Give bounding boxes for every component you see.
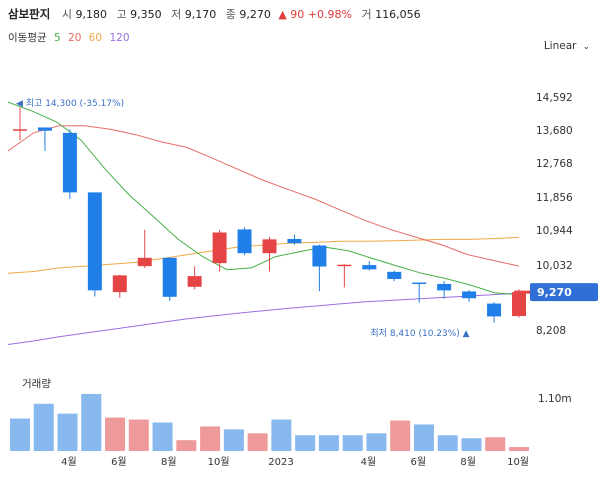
candle-body xyxy=(362,265,377,270)
volume-bar xyxy=(509,447,529,451)
candle-body xyxy=(337,264,352,267)
volume-bar xyxy=(437,435,458,451)
candle-body xyxy=(137,257,152,267)
volume-bar xyxy=(57,413,78,451)
x-tick-label: 2023 xyxy=(268,457,293,468)
change-arrow-icon: ▲ xyxy=(278,8,287,21)
stock-name: 삼보판지 xyxy=(8,7,51,21)
ma-legend-label: 이동평균 xyxy=(8,32,47,44)
volume-title: 거래량 xyxy=(22,378,51,390)
candlesticks xyxy=(13,107,526,323)
volume-bar xyxy=(33,403,54,451)
candle-body xyxy=(487,303,502,317)
y-tick-label: 10,944 xyxy=(536,225,573,237)
volume-bar xyxy=(390,420,411,451)
volume-tick-label: 1.10m xyxy=(538,393,572,405)
candle-body xyxy=(437,283,452,291)
moving-average-lines xyxy=(7,101,520,345)
volume-bar xyxy=(200,426,221,451)
volume-value: 116,056 xyxy=(375,8,421,21)
candle-body xyxy=(187,276,202,287)
candle-body xyxy=(37,127,52,131)
x-tick-label: 8월 xyxy=(161,456,177,468)
candle-body xyxy=(13,129,27,131)
close-value: 9,270 xyxy=(239,8,271,21)
volume-bar xyxy=(105,417,126,451)
chevron-down-icon: ⌄ xyxy=(582,42,590,52)
candle-body xyxy=(112,275,127,293)
volume-bar xyxy=(271,419,292,451)
y-tick-label: 13,680 xyxy=(536,125,573,137)
y-tick-label: 11,856 xyxy=(536,192,573,204)
stock-header: 삼보판지 시 9,180 고 9,350 저 9,170 종 9,270 ▲ 9… xyxy=(8,6,425,22)
volume-bar xyxy=(366,433,387,451)
x-axis: 4월 6월 8월 10월 2023 4월 6월 8월 10월 xyxy=(61,456,529,468)
volume-bar xyxy=(295,435,316,451)
candle-body xyxy=(287,238,302,244)
y-tick-label: 14,592 xyxy=(536,92,573,104)
candle-body xyxy=(237,229,252,254)
candle-body xyxy=(462,291,477,299)
scale-toggle-button[interactable]: Linear ⌄ xyxy=(544,40,590,52)
volume-bar xyxy=(223,429,244,451)
candle-body xyxy=(212,232,227,264)
low-value: 9,170 xyxy=(184,8,217,21)
volume-bar xyxy=(461,438,482,451)
ma20-line xyxy=(7,125,520,267)
ma-legend-5: 5 xyxy=(53,32,61,44)
scale-toggle-label: Linear xyxy=(543,40,577,52)
x-tick-label: 4월 xyxy=(361,456,377,468)
high-label: 고 xyxy=(116,8,127,21)
ma-legend-20: 20 xyxy=(68,32,82,44)
open-value: 9,180 xyxy=(75,8,107,21)
y-tick-label: 10,032 xyxy=(536,260,573,272)
change-value: 90 xyxy=(290,8,305,21)
x-tick-label: 6월 xyxy=(111,456,127,468)
y-axis: 14,592 13,680 12,768 11,856 10,944 10,032 8,20… xyxy=(536,92,573,337)
moving-average-legend[interactable]: 이동평균 5 20 60 120 xyxy=(8,30,134,45)
ma-legend-60: 60 xyxy=(88,32,103,44)
volume-bar xyxy=(318,435,339,451)
y-tick-label: 12,768 xyxy=(536,158,573,170)
candle-body xyxy=(162,257,177,297)
volume-bars: 1.10m xyxy=(10,393,572,451)
volume-bar xyxy=(152,422,173,451)
x-tick-label: 6월 xyxy=(410,456,426,468)
ma5-line xyxy=(7,101,520,296)
volume-bar xyxy=(485,437,506,451)
annotations: ◀ 최고 14,300 (-35.17%) 최저 8,410 (10.23%) ▲… xyxy=(16,98,598,339)
candle-body xyxy=(512,292,526,317)
x-tick-label: 10월 xyxy=(208,456,230,468)
ma-legend-120: 120 xyxy=(109,32,130,44)
volume-bar xyxy=(413,424,434,451)
low-label: 저 xyxy=(171,8,182,21)
high-annotation: ◀ 최고 14,300 (-35.17%) xyxy=(16,98,124,109)
close-label: 종 xyxy=(225,8,236,21)
current-price-tag xyxy=(530,283,598,302)
candle-body xyxy=(387,271,402,279)
x-tick-label: 8월 xyxy=(460,456,476,468)
current-price-label: 9,270 xyxy=(537,286,572,299)
x-tick-label: 10월 xyxy=(507,456,529,468)
volume-label: 거 xyxy=(361,8,372,21)
volume-bar xyxy=(247,433,268,451)
open-label: 시 xyxy=(61,8,72,21)
volume-bar xyxy=(81,393,102,451)
volume-bar xyxy=(342,435,363,451)
candle-body xyxy=(262,239,277,254)
change-percent: +0.98% xyxy=(307,8,352,21)
volume-bar xyxy=(176,440,197,451)
candle-body xyxy=(87,192,102,291)
y-tick-label: 8,208 xyxy=(536,325,566,337)
low-annotation: 최저 8,410 (10.23%) ▲ xyxy=(370,328,469,339)
volume-bar xyxy=(128,419,149,451)
candle-body xyxy=(412,282,427,285)
high-value: 9,350 xyxy=(130,8,162,21)
volume-bar xyxy=(10,418,30,451)
candle-body xyxy=(312,245,327,267)
candle-body xyxy=(62,132,77,193)
ma120-line xyxy=(7,292,520,345)
x-tick-label: 4월 xyxy=(61,456,77,468)
